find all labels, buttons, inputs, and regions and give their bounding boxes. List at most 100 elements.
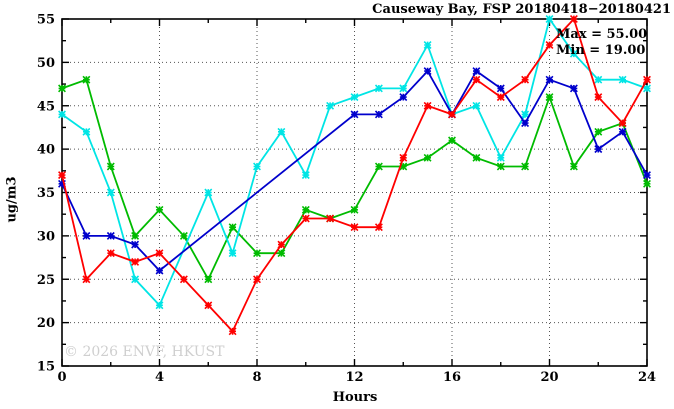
marker-day1-red-h23 [618,119,627,128]
marker-day3-blue-h24 [643,171,651,180]
marker-day3-blue-h17 [472,67,481,76]
marker-day2-green-h22 [594,127,603,136]
marker-day2-green-h7 [228,223,237,232]
marker-day4-cyan-h13 [374,84,383,93]
marker-day4-cyan-h18 [496,153,505,162]
marker-day4-cyan-h15 [423,41,432,49]
marker-day2-green-h20 [545,93,554,102]
marker-day2-green-h13 [374,162,383,171]
marker-day1-red-h2 [106,249,115,258]
y-tick-labels: 15 20 25 30 35 40 45 50 55 [37,13,55,375]
marker-day1-red-h1 [82,275,91,284]
marker-day4-cyan-h8 [253,162,261,171]
x-tick-labels: 0 4 8 12 16 20 24 [57,370,656,385]
series-line-day4-cyan [61,16,648,307]
marker-day2-green-h15 [423,153,432,162]
x-tick-label-20: 20 [540,370,558,385]
x-tick-label-24: 24 [638,370,656,385]
marker-day3-blue-h19 [521,119,530,128]
watermark: © 2026 ENVF, HKUST [64,344,225,360]
y-tick-label-30: 30 [37,229,55,244]
marker-day2-green-h9 [277,249,286,258]
legend-stats: Max = 55.00 Min = 19.00 [556,27,647,59]
marker-day1-red-h14 [399,153,408,162]
x-tick-label-4: 4 [155,370,164,385]
marker-day1-red-h15 [423,101,432,110]
chart-title: Causeway Bay, FSP 20180418−20180421 [372,2,671,17]
marker-day1-red-h22 [594,93,603,102]
marker-day2-green-h3 [131,231,140,240]
marker-day1-red-h8 [253,275,261,284]
marker-day3-blue-h15 [423,67,432,76]
marker-day1-red-h7 [228,327,237,336]
marker-day3-blue-h12 [350,110,359,119]
legend-min: Min = 19.00 [556,43,646,58]
marker-day1-red-h6 [204,301,213,310]
x-tick-label-12: 12 [345,370,363,385]
marker-day4-cyan-h6 [204,188,213,197]
marker-day2-green-h24 [643,179,651,188]
marker-day4-cyan-h12 [350,93,359,102]
marker-day4-cyan-h17 [472,101,481,110]
marker-day1-red-h20 [545,41,554,49]
marker-day1-red-h24 [643,75,651,84]
marker-day3-blue-h18 [496,84,505,93]
marker-day1-red-h16 [448,110,456,119]
marker-day1-red-h19 [521,75,530,84]
marker-day2-green-h19 [521,162,530,171]
marker-day4-cyan-h24 [643,84,651,93]
marker-day4-cyan-h1 [82,127,91,136]
marker-day2-green-h14 [399,162,408,171]
marker-day1-red-h13 [374,223,383,232]
marker-day1-red-h10 [301,214,310,223]
marker-day3-blue-h20 [545,75,554,84]
marker-day1-red-h21 [569,15,578,23]
marker-day3-blue-h0 [58,179,66,188]
axis-ticks [61,18,648,367]
marker-day2-green-h18 [496,162,505,171]
marker-day2-green-h6 [204,275,213,284]
marker-day2-green-h10 [301,205,310,214]
marker-day2-green-h8 [253,249,261,258]
x-tick-label-0: 0 [57,370,66,385]
marker-day1-red-h18 [496,93,505,102]
marker-day1-red-h12 [350,223,359,232]
marker-day1-red-h11 [326,214,335,223]
y-tick-label-35: 35 [37,186,55,201]
marker-day4-cyan-h10 [301,171,310,180]
marker-day2-green-h4 [155,205,164,214]
y-tick-label-55: 55 [37,13,55,28]
marker-day4-cyan-h4 [155,301,164,310]
marker-day3-blue-h14 [399,93,408,102]
y-tick-label-40: 40 [37,143,55,158]
marker-day1-red-h0 [58,171,66,180]
marker-day4-cyan-h23 [618,75,627,84]
y-tick-label-45: 45 [37,99,55,114]
marker-day1-red-h5 [179,275,188,284]
y-axis-label: ug/m3 [4,176,20,223]
marker-day1-red-h4 [155,249,164,258]
marker-day3-blue-h23 [618,127,627,136]
marker-day1-red-h17 [472,75,481,84]
data-series [58,15,651,336]
marker-day2-green-h5 [179,231,188,240]
marker-day3-blue-h1 [82,231,91,240]
marker-day2-green-h2 [106,162,115,171]
marker-day3-blue-h22 [594,145,603,154]
y-tick-label-50: 50 [37,56,55,71]
series-day3-blue [58,67,651,275]
marker-day2-green-h17 [472,153,481,162]
marker-day3-blue-h2 [106,231,115,240]
marker-day2-green-h1 [82,75,91,84]
series-line-day3-blue [61,69,648,272]
marker-day4-cyan-h19 [521,110,530,119]
y-tick-label-25: 25 [37,273,55,288]
marker-day4-cyan-h2 [106,188,115,197]
marker-day4-cyan-h20 [545,15,554,23]
marker-day4-cyan-h0 [58,110,66,119]
marker-day4-cyan-h21 [569,49,578,58]
legend-max: Max = 55.00 [556,27,648,42]
x-tick-label-16: 16 [443,370,461,385]
marker-day1-red-h3 [131,257,140,266]
marker-day4-cyan-h3 [131,275,140,284]
